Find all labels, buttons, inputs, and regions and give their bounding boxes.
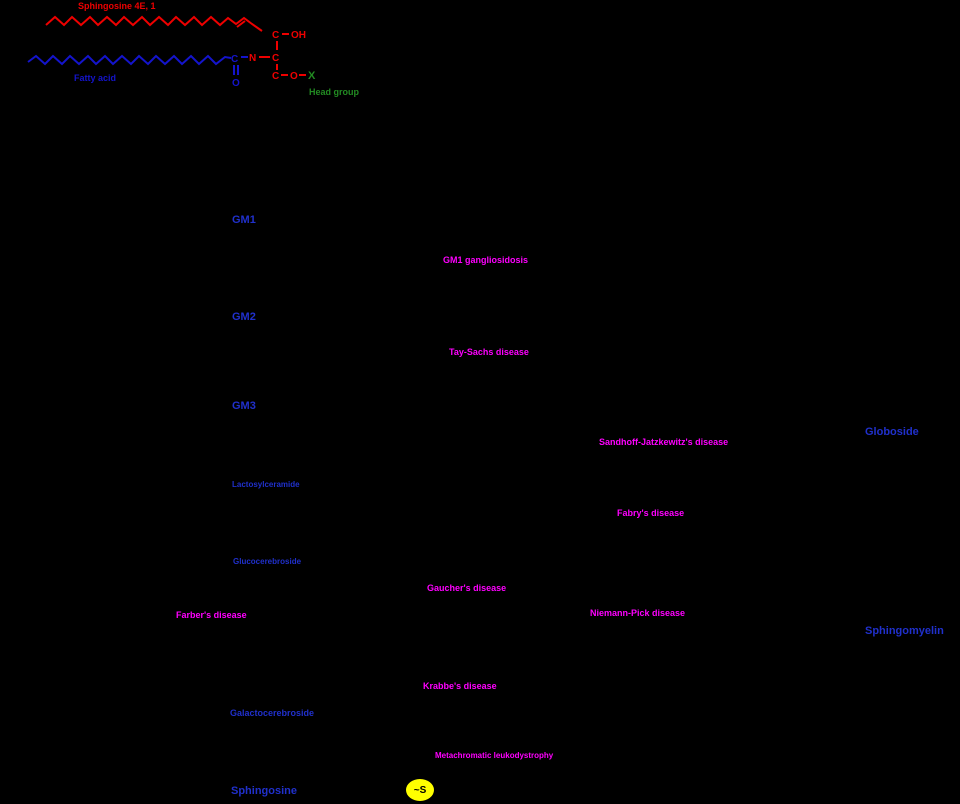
- c3-atom: C: [272, 30, 279, 41]
- metabolite-gm3: GM3: [232, 400, 256, 412]
- metabolite-sphingomyelin: Sphingomyelin: [865, 625, 944, 637]
- sulfatide-sulfate-highlight: ~S: [406, 779, 434, 801]
- metabolite-sphingosine: Sphingosine: [231, 785, 297, 797]
- fatty-acid-chain: [27, 54, 232, 66]
- disease-krabbe: Krabbe's disease: [423, 681, 497, 691]
- sphingosine-part-label: Sphingosine 4E, 1: [78, 1, 156, 11]
- metabolite-glucocerebroside: Glucocerebroside: [233, 557, 302, 566]
- carbonyl-carbon: C: [231, 54, 238, 65]
- fatty-acid-part-label: Fatty acid: [74, 73, 117, 83]
- metabolite-gm1: GM1: [232, 214, 256, 226]
- ceramide-structure: C OH N C C O X C O: [27, 15, 316, 89]
- disease-gm1-gangliosidosis: GM1 gangliosidosis: [443, 255, 529, 265]
- head-group-part-label: Head group: [309, 87, 360, 97]
- double-bond: [236, 20, 246, 28]
- metabolite-galactocerebroside: Galactocerebroside: [230, 708, 315, 718]
- sphingosine-chain: [45, 15, 263, 32]
- carbonyl-oxygen: O: [232, 78, 240, 89]
- head-group-x: X: [308, 70, 316, 82]
- metabolite-lactosylceramide: Lactosylceramide: [232, 480, 300, 489]
- disease-sandhoff: Sandhoff-Jatzkewitz's disease: [599, 437, 729, 447]
- disease-tay-sachs: Tay-Sachs disease: [449, 347, 529, 357]
- amide-nitrogen: N: [249, 53, 256, 64]
- disease-fabry: Fabry's disease: [617, 508, 685, 518]
- c3-hydroxyl: OH: [291, 30, 306, 41]
- disease-gaucher: Gaucher's disease: [427, 583, 507, 593]
- metabolite-globoside: Globoside: [865, 426, 919, 438]
- disease-niemann-pick: Niemann-Pick disease: [590, 608, 686, 618]
- disease-farber: Farber's disease: [176, 610, 247, 620]
- c1-atom: C: [272, 71, 279, 82]
- metabolite-gm2: GM2: [232, 311, 256, 323]
- c2-atom: C: [272, 53, 279, 64]
- ester-oxygen: O: [290, 71, 298, 82]
- sulfate-symbol: ~S: [413, 784, 427, 796]
- disease-mld: Metachromatic leukodystrophy: [435, 751, 554, 760]
